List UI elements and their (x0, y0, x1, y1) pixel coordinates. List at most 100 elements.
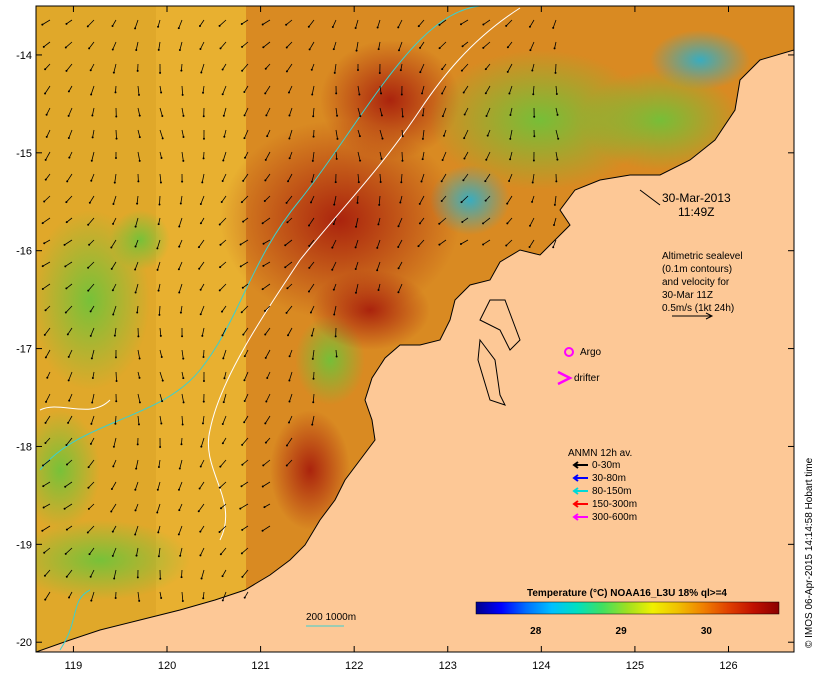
velocity-vector (400, 173, 403, 183)
velocity-vector (66, 173, 73, 182)
velocity-vector (441, 195, 447, 202)
velocity-vector (265, 63, 271, 69)
velocity-vector-head (135, 48, 138, 51)
velocity-vector (264, 85, 271, 94)
velocity-vector (220, 239, 227, 246)
velocity-vector (378, 195, 381, 205)
velocity-vector-head (335, 92, 338, 95)
velocity-vector (219, 19, 227, 27)
velocity-vector (418, 19, 425, 27)
velocity-vector (419, 63, 425, 73)
velocity-vector (505, 19, 513, 27)
velocity-vector-head (41, 529, 44, 532)
velocity-vector-head (482, 222, 485, 225)
velocity-vector-head (44, 92, 47, 95)
velocity-vector-head (201, 334, 204, 337)
velocity-vector-head (221, 93, 224, 96)
velocity-vector-head (134, 27, 137, 30)
velocity-vector-head (261, 529, 264, 532)
velocity-vector-head (528, 25, 531, 28)
velocity-vector (311, 327, 315, 336)
velocity-vector (265, 349, 271, 359)
altimetry-note-line: Altimetric sealevel (662, 251, 743, 262)
velocity-vector-head (134, 225, 137, 228)
velocity-vector (135, 503, 139, 511)
velocity-vector (555, 63, 557, 73)
velocity-vector (554, 195, 557, 205)
velocity-vector (137, 393, 141, 403)
velocity-vector (159, 349, 163, 358)
velocity-vector (242, 173, 249, 182)
velocity-vector (159, 591, 162, 599)
velocity-vector-head (67, 421, 70, 424)
velocity-vector-head (138, 357, 141, 360)
velocity-vector-head (220, 201, 223, 204)
velocity-vector-head (240, 485, 243, 488)
velocity-vector (181, 591, 184, 601)
velocity-vector-head (88, 201, 91, 204)
velocity-vector (244, 591, 249, 598)
velocity-vector-head (354, 267, 357, 270)
velocity-vector (311, 173, 315, 182)
velocity-vector-head (308, 48, 311, 51)
velocity-vector-head (180, 443, 183, 446)
velocity-vector (289, 393, 293, 402)
velocity-vector (159, 327, 162, 336)
velocity-vector (379, 151, 382, 159)
velocity-vector (308, 217, 315, 226)
velocity-vector (178, 261, 183, 270)
velocity-vector (88, 459, 95, 468)
velocity-vector-head (180, 576, 183, 579)
velocity-vector-head (157, 289, 160, 292)
velocity-vector (178, 503, 183, 511)
velocity-vector-head (199, 222, 202, 225)
velocity-vector (335, 129, 338, 139)
velocity-vector (66, 437, 73, 446)
velocity-vector-head (67, 136, 70, 139)
velocity-vector-head (202, 115, 205, 118)
velocity-vector (401, 129, 404, 137)
velocity-vector (65, 305, 73, 313)
velocity-vector (264, 195, 271, 202)
velocity-vector (310, 305, 315, 313)
velocity-vector-head (136, 443, 139, 446)
velocity-vector-head (134, 488, 137, 491)
velocity-vector-head (262, 242, 265, 245)
sealevel-contour (59, 589, 91, 651)
velocity-vector (159, 393, 163, 402)
velocity-vector (88, 41, 95, 49)
velocity-vector-head (181, 93, 184, 96)
velocity-vector-head (41, 265, 44, 268)
velocity-vector (181, 393, 184, 403)
velocity-vector (439, 239, 447, 246)
velocity-vector (87, 19, 95, 27)
velocity-vector (199, 19, 205, 27)
velocity-vector-head (111, 24, 114, 27)
velocity-vector (286, 305, 293, 314)
velocity-vector-head (136, 69, 139, 72)
velocity-vector (419, 41, 425, 49)
velocity-vector (64, 239, 73, 246)
velocity-vector (334, 63, 337, 73)
velocity-vector (200, 195, 205, 205)
velocity-vector (181, 129, 184, 138)
velocity-vector-head (263, 200, 266, 203)
velocity-vector-head (482, 46, 485, 49)
velocity-vector (265, 151, 271, 161)
depth-legend: 0-30m 30-80m 80-150m 150-300m 300-600m (572, 460, 637, 523)
velocity-vector-head (241, 45, 244, 48)
velocity-vector (442, 151, 447, 161)
velocity-vector (507, 217, 513, 224)
velocity-vector-head (44, 158, 47, 161)
velocity-vector (443, 129, 447, 136)
velocity-vector (159, 195, 161, 205)
velocity-vector-head (64, 46, 67, 49)
velocity-vector (66, 459, 73, 465)
velocity-vector (200, 41, 205, 50)
velocity-vector (462, 41, 469, 47)
velocity-vector-head (90, 422, 93, 425)
velocity-vector (485, 63, 491, 70)
colorbar-tick-label: 29 (616, 626, 628, 637)
velocity-vector-head (89, 69, 92, 72)
velocity-vector-head (509, 113, 512, 116)
